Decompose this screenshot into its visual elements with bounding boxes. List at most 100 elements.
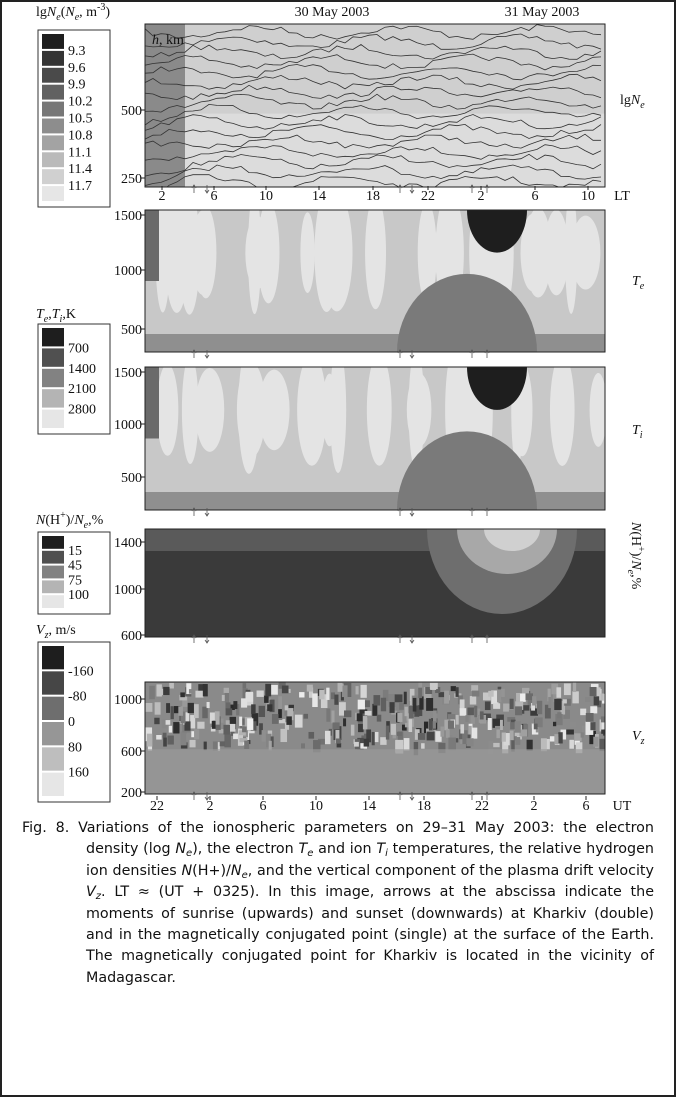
- shade: [250, 721, 257, 731]
- shade: [267, 704, 273, 712]
- shade: [575, 742, 583, 754]
- shade: [259, 723, 263, 735]
- shade: [524, 210, 552, 298]
- shade: [376, 714, 382, 722]
- legend-title-run: ,%: [88, 513, 104, 528]
- shade: [504, 733, 510, 746]
- shade: [308, 731, 315, 739]
- y-tick-label: 600: [121, 629, 142, 644]
- shade: [515, 701, 524, 710]
- legend-swatch: [42, 671, 64, 695]
- shade: [265, 733, 272, 748]
- shade: [229, 716, 237, 730]
- panel-label-run: e: [640, 100, 645, 111]
- shade: [465, 715, 469, 723]
- shade: [595, 687, 601, 700]
- shade: [388, 693, 396, 708]
- shade: [589, 372, 605, 447]
- shade: [332, 722, 340, 730]
- shade: [211, 720, 216, 729]
- shade: [520, 709, 525, 714]
- shade: [355, 686, 359, 695]
- shade: [547, 688, 551, 702]
- shade: [580, 732, 584, 738]
- shade: [366, 729, 372, 743]
- shade: [278, 696, 283, 709]
- shade: [585, 697, 591, 702]
- shade: [395, 739, 404, 754]
- shade: [268, 740, 272, 751]
- legend-title-run: ,K: [62, 307, 76, 322]
- legend-swatch: [42, 550, 64, 564]
- legend-label: 700: [68, 341, 89, 356]
- legend-swatch: [42, 389, 64, 408]
- shade: [414, 729, 420, 740]
- shade: [221, 694, 226, 701]
- x-tick-label: 18: [366, 189, 380, 204]
- caption-run: e: [241, 869, 248, 881]
- shade: [178, 706, 183, 716]
- shade: [389, 702, 395, 713]
- legend-title-run: (: [61, 5, 66, 20]
- x-tick-label: 6: [260, 799, 267, 814]
- shade: [601, 729, 605, 734]
- legend-label: 15: [68, 544, 82, 559]
- panel-label-run: +: [635, 546, 646, 552]
- shade: [426, 731, 435, 741]
- legend-title-run: N: [64, 5, 75, 20]
- shade: [570, 215, 601, 290]
- shade: [317, 738, 325, 745]
- shade: [257, 210, 280, 304]
- legend-label: 2100: [68, 382, 96, 397]
- shade: [569, 739, 574, 749]
- caption-run: T: [376, 841, 386, 858]
- y-tick-label: 250: [121, 172, 142, 187]
- shade: [261, 730, 266, 742]
- legend-label: 10.5: [68, 112, 93, 127]
- shade: [181, 367, 199, 465]
- shade: [356, 713, 363, 722]
- shade: [600, 716, 605, 723]
- sun-arrow: [204, 185, 210, 194]
- shade: [294, 714, 303, 728]
- shade: [182, 695, 188, 707]
- sun-arrow: [469, 791, 475, 800]
- shade: [396, 731, 403, 736]
- shade: [374, 731, 379, 743]
- shade: [507, 717, 516, 722]
- legend-title: lgNe(Ne, m-3): [36, 2, 110, 23]
- shade: [459, 699, 465, 713]
- sun-arrow: [484, 634, 490, 643]
- x-tick-label: 22: [475, 799, 489, 814]
- shade: [160, 688, 165, 696]
- shade: [331, 710, 335, 724]
- y-tick-label: 600: [121, 745, 142, 760]
- shade: [190, 715, 196, 729]
- x-tick-label: 14: [362, 799, 376, 814]
- sun-arrow: [204, 792, 210, 801]
- contour: [145, 123, 602, 140]
- shade: [337, 682, 343, 692]
- shade: [225, 702, 231, 710]
- shade: [515, 737, 521, 745]
- sun-arrow: [409, 350, 415, 359]
- contour: [145, 84, 602, 101]
- shade: [334, 694, 339, 705]
- shade: [258, 369, 290, 451]
- shade: [284, 722, 290, 730]
- shade: [180, 711, 186, 724]
- caption-run: i: [385, 848, 388, 860]
- shade: [149, 685, 155, 700]
- shade: [308, 687, 314, 698]
- sun-arrow: [469, 184, 475, 193]
- legend-label: 160: [68, 766, 89, 781]
- shade: [358, 723, 364, 733]
- shade: [373, 695, 381, 706]
- y-tick-label: 1400: [114, 536, 142, 551]
- shade: [522, 705, 530, 711]
- panel-label: lgNe: [620, 93, 645, 111]
- shade: [233, 701, 238, 710]
- panel-label: Vz: [632, 729, 645, 747]
- panel-label: Te: [632, 274, 645, 292]
- panel-label-run: e: [640, 281, 645, 292]
